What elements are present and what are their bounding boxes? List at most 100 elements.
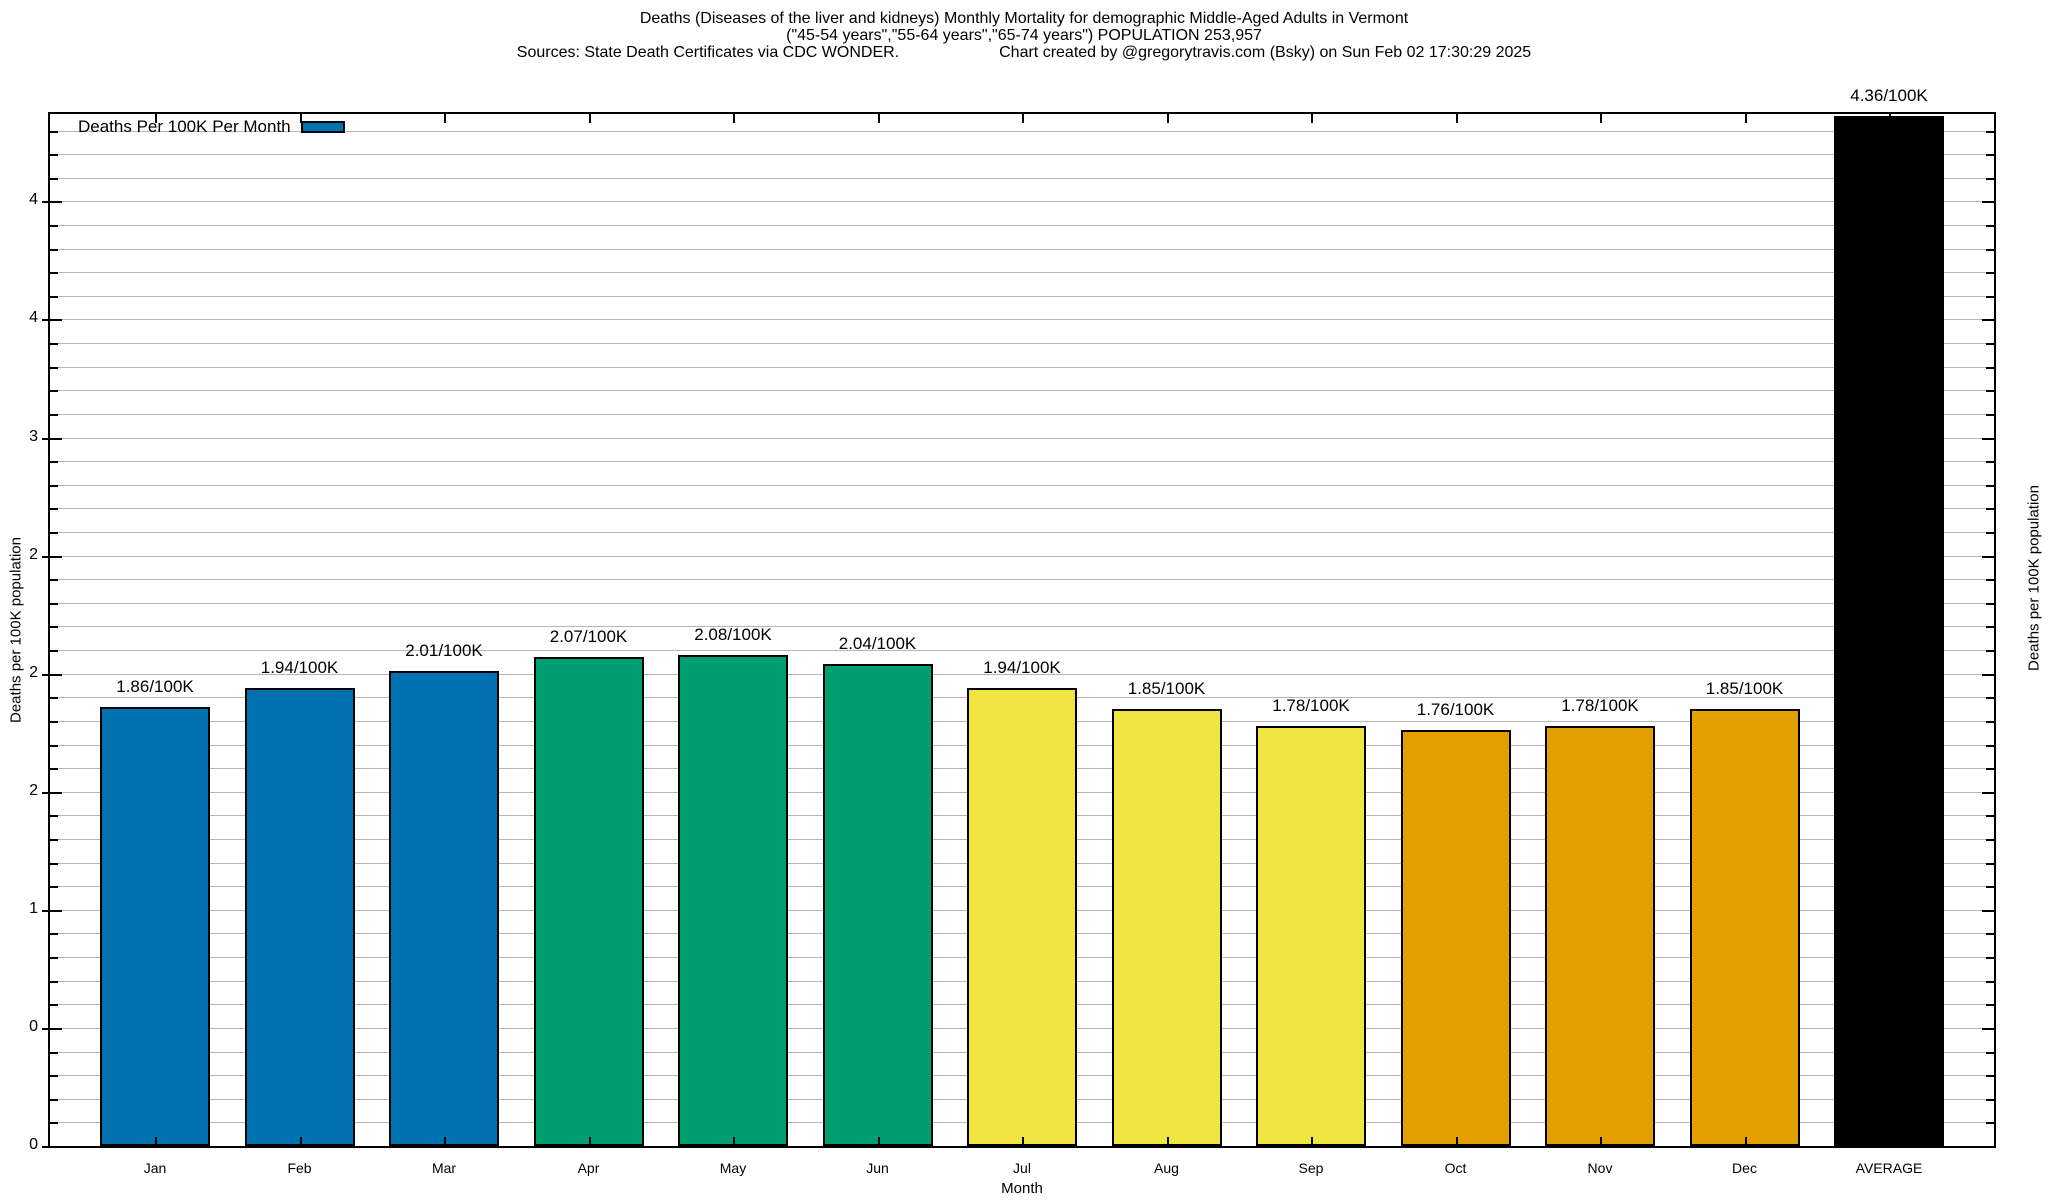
- x-tick-top: [588, 114, 591, 123]
- gridline: [50, 272, 1994, 274]
- y-minor-tick-left: [50, 1098, 58, 1101]
- y-minor-tick-right: [1986, 531, 1994, 534]
- x-tick-label: Oct: [1444, 1160, 1467, 1176]
- gridline: [50, 390, 1994, 392]
- y-minor-tick-left: [50, 626, 58, 629]
- y-minor-tick-left: [50, 697, 58, 700]
- y-minor-tick-left: [50, 1075, 58, 1078]
- y-minor-tick-right: [1986, 886, 1994, 889]
- bar-value-label: 1.78/100K: [1561, 695, 1639, 715]
- y-major-tick-left: [42, 201, 62, 204]
- y-minor-tick-right: [1986, 650, 1994, 653]
- gridline: [50, 248, 1994, 250]
- x-tick-label: Jun: [866, 1160, 889, 1176]
- y-minor-tick-right: [1986, 933, 1994, 936]
- y-minor-tick-right: [1986, 815, 1994, 818]
- gridline: [50, 531, 1994, 533]
- gridline: [50, 673, 1994, 675]
- x-tick-top: [155, 114, 157, 123]
- y-minor-tick-right: [1986, 980, 1994, 983]
- gridline: [50, 461, 1994, 463]
- chart-header: Deaths (Diseases of the liver and kidney…: [0, 10, 2048, 61]
- bar-value-label: 2.01/100K: [405, 641, 483, 661]
- y-minor-tick-left: [50, 815, 58, 818]
- y-tick-label: 4: [29, 309, 38, 327]
- y-minor-tick-left: [50, 768, 58, 771]
- y-major-tick-left: [42, 555, 62, 558]
- y-minor-tick-left: [50, 862, 58, 865]
- x-tick-bottom: [1600, 1137, 1602, 1146]
- y-minor-tick-left: [50, 957, 58, 960]
- y-tick-label: 2: [29, 545, 38, 563]
- bar: [1545, 725, 1655, 1146]
- bar-value-label: 4.36/100K: [1850, 86, 1928, 106]
- x-tick-bottom: [1889, 1137, 1891, 1146]
- y-minor-tick-right: [1986, 295, 1994, 298]
- bar-value-label: 1.85/100K: [1705, 679, 1784, 699]
- y-minor-tick-left: [50, 531, 58, 534]
- bar-value-label: 1.78/100K: [1272, 695, 1350, 715]
- chart-source-note: Sources: State Death Certificates via CD…: [516, 44, 900, 61]
- y-minor-tick-right: [1986, 508, 1994, 511]
- y-minor-tick-left: [50, 744, 58, 747]
- y-minor-tick-right: [1986, 1122, 1994, 1125]
- x-tick-bottom: [1022, 1137, 1024, 1146]
- bar: [1400, 730, 1511, 1146]
- y-minor-tick-right: [1986, 343, 1994, 346]
- x-tick-bottom: [444, 1137, 446, 1146]
- y-minor-tick-left: [50, 980, 58, 983]
- bar-value-label: 1.94/100K: [983, 657, 1061, 677]
- bar: [389, 671, 499, 1146]
- y-minor-tick-right: [1986, 177, 1994, 180]
- y-tick-label: 3: [29, 427, 38, 445]
- y-minor-tick-left: [50, 602, 58, 605]
- y-minor-tick-right: [1986, 413, 1994, 416]
- gridline: [50, 224, 1994, 226]
- x-tick-top: [444, 114, 446, 123]
- y-major-tick-right: [1982, 555, 1994, 558]
- y-minor-tick-right: [1986, 390, 1994, 393]
- y-minor-tick-left: [50, 484, 58, 487]
- y-minor-tick-right: [1986, 626, 1994, 629]
- gridline: [50, 484, 1994, 486]
- legend-label: Deaths Per 100K Per Month: [78, 117, 291, 136]
- y-major-tick-right: [1982, 201, 1994, 204]
- x-tick-bottom: [1166, 1137, 1169, 1146]
- y-minor-tick-left: [50, 390, 58, 393]
- gridline: [50, 366, 1994, 368]
- y-minor-tick-right: [1986, 272, 1994, 275]
- x-tick-bottom: [155, 1137, 157, 1146]
- x-tick-top: [1600, 114, 1602, 123]
- bar-value-label: 2.07/100K: [549, 627, 628, 647]
- x-tick-bottom: [299, 1137, 302, 1146]
- x-tick-top: [1166, 114, 1169, 123]
- y-major-tick-left: [42, 791, 62, 794]
- x-tick-label: Mar: [431, 1160, 457, 1176]
- y-minor-tick-left: [50, 343, 58, 346]
- gridline: [50, 437, 1994, 439]
- bar-value-label: 2.08/100K: [694, 624, 772, 644]
- gridline: [50, 602, 1994, 604]
- x-tick-label: Sep: [1298, 1160, 1324, 1176]
- legend: Deaths Per 100K Per Month: [78, 117, 345, 137]
- y-major-tick-right: [1982, 673, 1994, 676]
- y-major-tick-left: [42, 437, 62, 440]
- y-major-tick-left: [42, 319, 62, 322]
- y-minor-tick-right: [1986, 461, 1994, 464]
- gridline: [50, 295, 1994, 297]
- y-major-tick-right: [1982, 437, 1994, 440]
- y-tick-label: 1: [29, 899, 38, 917]
- y-minor-tick-right: [1986, 248, 1994, 251]
- x-tick-bottom: [1744, 1137, 1747, 1146]
- x-tick-label: Dec: [1732, 1160, 1757, 1176]
- y-minor-tick-right: [1986, 154, 1994, 157]
- y-minor-tick-right: [1986, 768, 1994, 771]
- x-tick-label: Feb: [287, 1160, 312, 1176]
- y-tick-label: 2: [29, 663, 38, 681]
- y-major-tick-right: [1982, 319, 1994, 322]
- bar: [822, 664, 933, 1146]
- x-tick-bottom: [588, 1137, 591, 1146]
- y-major-tick-right: [1982, 1146, 1994, 1148]
- y-tick-label: 0: [29, 1017, 38, 1035]
